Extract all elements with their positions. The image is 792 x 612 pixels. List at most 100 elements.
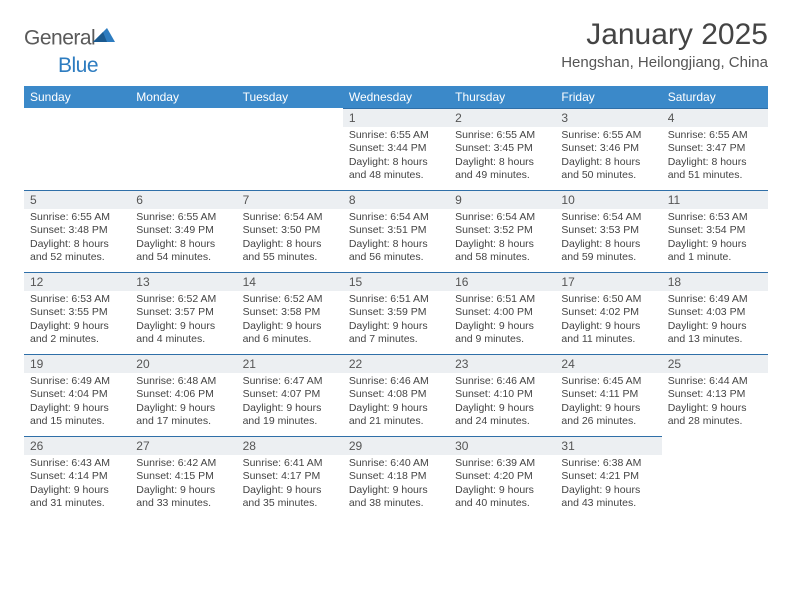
- day-details: Sunrise: 6:38 AMSunset: 4:21 PMDaylight:…: [555, 455, 661, 513]
- logo-triangle-icon: [93, 24, 115, 48]
- day-details: Sunrise: 6:54 AMSunset: 3:52 PMDaylight:…: [449, 209, 555, 267]
- day-cell: [237, 108, 343, 190]
- day-cell: [662, 436, 768, 518]
- day-number: 11: [662, 190, 768, 209]
- month-title: January 2025: [561, 18, 768, 52]
- day-cell: 22Sunrise: 6:46 AMSunset: 4:08 PMDayligh…: [343, 354, 449, 436]
- day-cell: 25Sunrise: 6:44 AMSunset: 4:13 PMDayligh…: [662, 354, 768, 436]
- week-row: 5Sunrise: 6:55 AMSunset: 3:48 PMDaylight…: [24, 190, 768, 272]
- day-details: Sunrise: 6:55 AMSunset: 3:46 PMDaylight:…: [555, 127, 661, 185]
- day-number: 30: [449, 436, 555, 455]
- day-cell: 30Sunrise: 6:39 AMSunset: 4:20 PMDayligh…: [449, 436, 555, 518]
- weekday-header: Monday: [130, 86, 236, 108]
- day-cell: 26Sunrise: 6:43 AMSunset: 4:14 PMDayligh…: [24, 436, 130, 518]
- day-details: Sunrise: 6:45 AMSunset: 4:11 PMDaylight:…: [555, 373, 661, 431]
- day-number: 16: [449, 272, 555, 291]
- day-details: Sunrise: 6:55 AMSunset: 3:44 PMDaylight:…: [343, 127, 449, 185]
- day-cell: 5Sunrise: 6:55 AMSunset: 3:48 PMDaylight…: [24, 190, 130, 272]
- day-cell: [130, 108, 236, 190]
- day-details: Sunrise: 6:51 AMSunset: 3:59 PMDaylight:…: [343, 291, 449, 349]
- day-number: 1: [343, 108, 449, 127]
- day-cell: 3Sunrise: 6:55 AMSunset: 3:46 PMDaylight…: [555, 108, 661, 190]
- weekday-header: Saturday: [662, 86, 768, 108]
- location: Hengshan, Heilongjiang, China: [561, 54, 768, 71]
- day-cell: 2Sunrise: 6:55 AMSunset: 3:45 PMDaylight…: [449, 108, 555, 190]
- day-cell: 10Sunrise: 6:54 AMSunset: 3:53 PMDayligh…: [555, 190, 661, 272]
- day-cell: 9Sunrise: 6:54 AMSunset: 3:52 PMDaylight…: [449, 190, 555, 272]
- day-number: 27: [130, 436, 236, 455]
- day-cell: 4Sunrise: 6:55 AMSunset: 3:47 PMDaylight…: [662, 108, 768, 190]
- day-details: Sunrise: 6:53 AMSunset: 3:55 PMDaylight:…: [24, 291, 130, 349]
- day-number: 12: [24, 272, 130, 291]
- day-details: Sunrise: 6:51 AMSunset: 4:00 PMDaylight:…: [449, 291, 555, 349]
- day-number: 18: [662, 272, 768, 291]
- week-row: 1Sunrise: 6:55 AMSunset: 3:44 PMDaylight…: [24, 108, 768, 190]
- calendar-table: SundayMondayTuesdayWednesdayThursdayFrid…: [24, 86, 768, 518]
- day-cell: 31Sunrise: 6:38 AMSunset: 4:21 PMDayligh…: [555, 436, 661, 518]
- weekday-header: Sunday: [24, 86, 130, 108]
- day-number: 31: [555, 436, 661, 455]
- day-details: Sunrise: 6:54 AMSunset: 3:51 PMDaylight:…: [343, 209, 449, 267]
- logo-part2: Blue: [58, 54, 98, 77]
- day-details: Sunrise: 6:40 AMSunset: 4:18 PMDaylight:…: [343, 455, 449, 513]
- day-cell: 12Sunrise: 6:53 AMSunset: 3:55 PMDayligh…: [24, 272, 130, 354]
- week-row: 12Sunrise: 6:53 AMSunset: 3:55 PMDayligh…: [24, 272, 768, 354]
- day-details: Sunrise: 6:46 AMSunset: 4:10 PMDaylight:…: [449, 373, 555, 431]
- day-number: 17: [555, 272, 661, 291]
- day-number: 8: [343, 190, 449, 209]
- day-details: Sunrise: 6:49 AMSunset: 4:04 PMDaylight:…: [24, 373, 130, 431]
- title-block: January 2025 Hengshan, Heilongjiang, Chi…: [561, 18, 768, 71]
- day-details: Sunrise: 6:47 AMSunset: 4:07 PMDaylight:…: [237, 373, 343, 431]
- logo-part1: General: [24, 27, 95, 50]
- day-number: 14: [237, 272, 343, 291]
- day-number: 2: [449, 108, 555, 127]
- day-details: Sunrise: 6:44 AMSunset: 4:13 PMDaylight:…: [662, 373, 768, 431]
- day-number: 6: [130, 190, 236, 209]
- day-cell: 6Sunrise: 6:55 AMSunset: 3:49 PMDaylight…: [130, 190, 236, 272]
- day-details: Sunrise: 6:39 AMSunset: 4:20 PMDaylight:…: [449, 455, 555, 513]
- day-number: 7: [237, 190, 343, 209]
- day-cell: 13Sunrise: 6:52 AMSunset: 3:57 PMDayligh…: [130, 272, 236, 354]
- weekday-header: Wednesday: [343, 86, 449, 108]
- day-cell: 15Sunrise: 6:51 AMSunset: 3:59 PMDayligh…: [343, 272, 449, 354]
- weekday-header: Thursday: [449, 86, 555, 108]
- day-number: 28: [237, 436, 343, 455]
- day-number: 20: [130, 354, 236, 373]
- day-cell: 21Sunrise: 6:47 AMSunset: 4:07 PMDayligh…: [237, 354, 343, 436]
- calendar-body: 1Sunrise: 6:55 AMSunset: 3:44 PMDaylight…: [24, 108, 768, 518]
- day-cell: 23Sunrise: 6:46 AMSunset: 4:10 PMDayligh…: [449, 354, 555, 436]
- header: General Blue January 2025 Hengshan, Heilo…: [24, 18, 768, 78]
- day-details: Sunrise: 6:54 AMSunset: 3:50 PMDaylight:…: [237, 209, 343, 267]
- day-number: 23: [449, 354, 555, 373]
- logo-text: General Blue: [24, 24, 115, 78]
- day-details: Sunrise: 6:42 AMSunset: 4:15 PMDaylight:…: [130, 455, 236, 513]
- day-number: 19: [24, 354, 130, 373]
- day-number: 10: [555, 190, 661, 209]
- day-details: Sunrise: 6:55 AMSunset: 3:49 PMDaylight:…: [130, 209, 236, 267]
- day-details: Sunrise: 6:49 AMSunset: 4:03 PMDaylight:…: [662, 291, 768, 349]
- day-cell: [24, 108, 130, 190]
- day-number: 26: [24, 436, 130, 455]
- day-cell: 7Sunrise: 6:54 AMSunset: 3:50 PMDaylight…: [237, 190, 343, 272]
- day-details: Sunrise: 6:46 AMSunset: 4:08 PMDaylight:…: [343, 373, 449, 431]
- day-number: 3: [555, 108, 661, 127]
- day-number: 9: [449, 190, 555, 209]
- weekday-header: Tuesday: [237, 86, 343, 108]
- day-details: Sunrise: 6:55 AMSunset: 3:48 PMDaylight:…: [24, 209, 130, 267]
- day-cell: 19Sunrise: 6:49 AMSunset: 4:04 PMDayligh…: [24, 354, 130, 436]
- day-number: 22: [343, 354, 449, 373]
- day-cell: 20Sunrise: 6:48 AMSunset: 4:06 PMDayligh…: [130, 354, 236, 436]
- day-number: 15: [343, 272, 449, 291]
- day-details: Sunrise: 6:55 AMSunset: 3:45 PMDaylight:…: [449, 127, 555, 185]
- weekday-header: Friday: [555, 86, 661, 108]
- day-cell: 8Sunrise: 6:54 AMSunset: 3:51 PMDaylight…: [343, 190, 449, 272]
- day-number: 24: [555, 354, 661, 373]
- day-cell: 1Sunrise: 6:55 AMSunset: 3:44 PMDaylight…: [343, 108, 449, 190]
- day-cell: 14Sunrise: 6:52 AMSunset: 3:58 PMDayligh…: [237, 272, 343, 354]
- day-details: Sunrise: 6:52 AMSunset: 3:57 PMDaylight:…: [130, 291, 236, 349]
- day-number: 5: [24, 190, 130, 209]
- day-details: Sunrise: 6:41 AMSunset: 4:17 PMDaylight:…: [237, 455, 343, 513]
- day-cell: 29Sunrise: 6:40 AMSunset: 4:18 PMDayligh…: [343, 436, 449, 518]
- day-cell: 27Sunrise: 6:42 AMSunset: 4:15 PMDayligh…: [130, 436, 236, 518]
- day-cell: 18Sunrise: 6:49 AMSunset: 4:03 PMDayligh…: [662, 272, 768, 354]
